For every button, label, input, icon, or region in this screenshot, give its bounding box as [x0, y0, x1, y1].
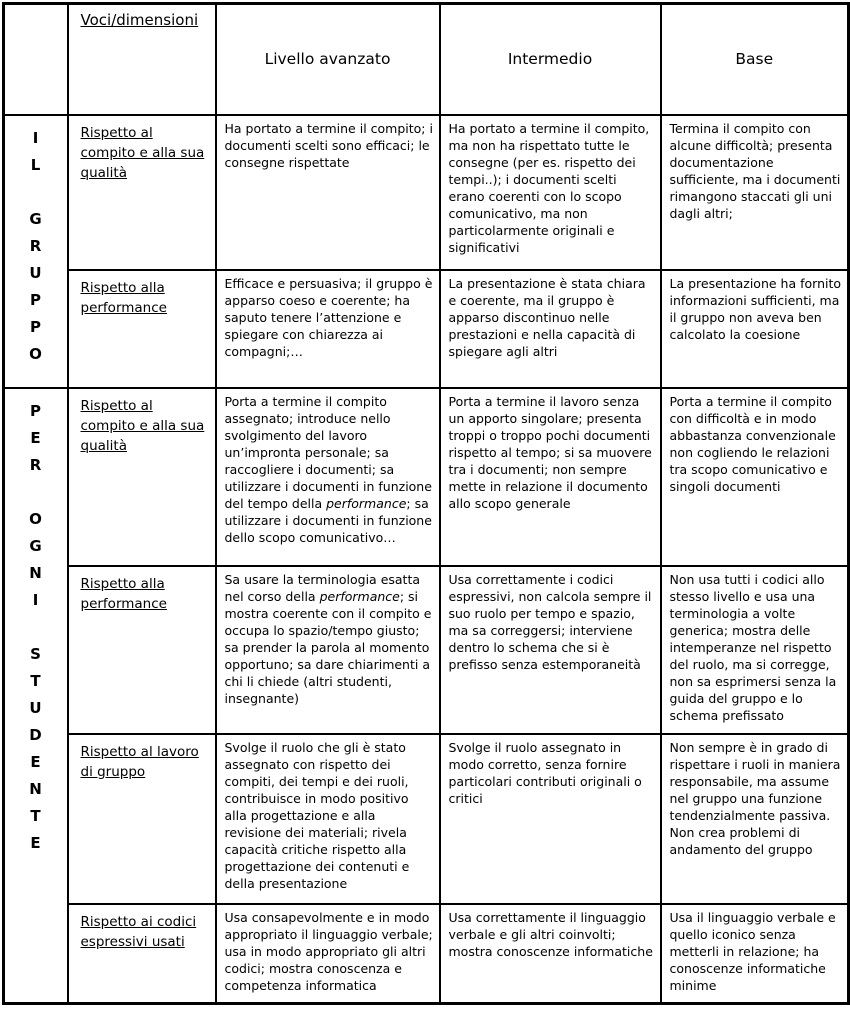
cell-base: Non sempre è in grado di rispettare i ru…: [659, 732, 850, 905]
dimension-label-cell: Rispetto alla performance: [66, 268, 217, 389]
cell-intermedio: Ha portato a termine il compito, ma non …: [438, 113, 662, 271]
dimension-label-cell: Rispetto al compito e alla sua qualità: [66, 113, 217, 271]
cell-base: Usa il linguaggio verbale e quello iconi…: [659, 902, 850, 1005]
table-row: Rispetto ai codici espressivi usati Usa …: [4, 902, 850, 1005]
dimension-label: Rispetto alla performance: [80, 279, 167, 316]
table-row: Rispetto al lavoro di gruppo Svolge il r…: [4, 732, 850, 905]
dimension-label: Rispetto al compito e alla sua qualità: [80, 397, 205, 455]
cell-intermedio: La presentazione è stata chiara e coeren…: [438, 268, 662, 389]
dimension-label: Rispetto al lavoro di gruppo: [80, 743, 199, 780]
dimension-label-cell: Rispetto al lavoro di gruppo: [66, 732, 217, 905]
cell-intermedio: Porta a termine il lavoro senza un appor…: [438, 386, 662, 567]
group-label-vertical-text: P E R O G N I S T U D E N T E: [29, 401, 43, 852]
cell-avanzato: Usa consapevolmente e in modo appropriat…: [214, 902, 441, 1005]
dimension-label-cell: Rispetto al compito e alla sua qualità: [66, 386, 217, 567]
dimensions-column-header: Voci/dimensioni: [66, 2, 217, 116]
cell-intermedio: Usa correttamente i codici espressivi, n…: [438, 564, 662, 735]
group-label-per-ogni-studente: P E R O G N I S T U D E N T E: [2, 386, 69, 1005]
dimension-label-cell: Rispetto ai codici espressivi usati: [66, 902, 217, 1005]
table-row: I L G R U P P O Rispetto al compito e al…: [2, 113, 850, 389]
cell-intermedio: Usa correttamente il linguaggio verbale …: [438, 902, 662, 1005]
level-header-base: Base: [659, 2, 850, 116]
dimension-label: Rispetto alla performance: [80, 575, 167, 612]
cell-base: Porta a termine il compito con difficolt…: [659, 386, 850, 567]
group-label-vertical-text: I L G R U P P O: [29, 128, 43, 363]
group-label-il-gruppo: I L G R U P P O: [2, 113, 69, 389]
cell-avanzato: Sa usare la terminologia esatta nel cors…: [214, 564, 441, 735]
table-row: Rispetto alla performance Sa usare la te…: [4, 564, 850, 735]
header-row: Voci/dimensioni Livello avanzato Interme…: [2, 2, 850, 116]
dimensions-column-header-label: Voci/dimensioni: [80, 11, 199, 29]
dimension-label: Rispetto al compito e alla sua qualità: [80, 124, 205, 182]
level-header-avanzato: Livello avanzato: [214, 2, 441, 116]
cell-intermedio: Svolge il ruolo assegnato in modo corret…: [438, 732, 662, 905]
table-row: P E R O G N I S T U D E N T E Rispetto a…: [2, 386, 850, 1005]
header-corner-cell: [2, 2, 69, 116]
table-row: Rispetto alla performance Efficace e per…: [4, 268, 850, 389]
cell-base: La presentazione ha fornito informazioni…: [659, 268, 850, 389]
cell-base: Termina il compito con alcune difficoltà…: [659, 113, 850, 271]
cell-base: Non usa tutti i codici allo stesso livel…: [659, 564, 850, 735]
cell-avanzato: Efficace e persuasiva; il gruppo è appar…: [214, 268, 441, 389]
cell-avanzato: Porta a termine il compito assegnato; in…: [214, 386, 441, 567]
cell-avanzato: Ha portato a termine il compito; i docum…: [214, 113, 441, 271]
level-header-intermedio: Intermedio: [438, 2, 662, 116]
dimension-label-cell: Rispetto alla performance: [66, 564, 217, 735]
cell-avanzato: Svolge il ruolo che gli è stato assegnat…: [214, 732, 441, 905]
dimension-label: Rispetto ai codici espressivi usati: [80, 913, 197, 950]
